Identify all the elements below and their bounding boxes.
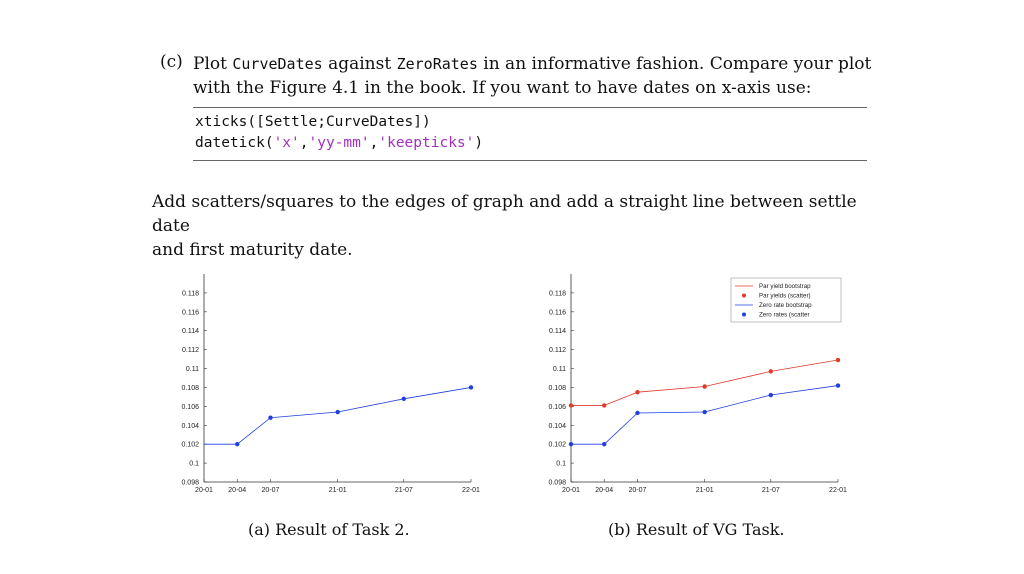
chart-a-x-tick-label: 20-01	[195, 487, 213, 494]
task-text: Plot CurveDates against ZeroRates in an …	[193, 52, 873, 100]
chart-b-series-0-point	[835, 357, 841, 363]
chart-a-series-0-point	[335, 409, 340, 415]
chart-b-legend-dot-swatch	[742, 293, 746, 298]
chart-b-series-0-line	[604, 359, 839, 406]
code-block: xticks([Settle;CurveDates]) datetick('x'…	[193, 107, 867, 161]
chart-b-series-1-point	[768, 392, 773, 398]
task-line-1-part-1: Plot	[193, 54, 233, 74]
chart-a-x-tick-label: 20-07	[262, 487, 280, 494]
chart-b-series-1-point	[635, 410, 640, 416]
chart-b-series-1-point	[568, 441, 574, 447]
chart-a-y-tick-label: 0.108	[181, 385, 199, 392]
code-curvedates: CurveDates	[232, 55, 323, 73]
code-comma-1: ,	[299, 135, 309, 151]
chart-b-x-tick-label: 20-04	[595, 487, 613, 494]
chart-b-y-tick-label: 0.102	[548, 442, 566, 449]
caption-a: (a) Result of Task 2.	[248, 520, 410, 539]
code-line-2-prefix: datetick(	[195, 135, 274, 151]
chart-a-y-tick-label: 0.112	[182, 347, 199, 354]
code-string-format: 'yy-mm'	[308, 135, 370, 151]
task-line-2: with the Figure 4.1 in the book. If you …	[193, 78, 812, 98]
chart-b-y-tick-label: 0.116	[549, 309, 566, 316]
chart-b-y-tick-label: 0.114	[549, 328, 566, 335]
chart-b-y-tick-label: 0.1	[556, 461, 566, 468]
chart-a-y-tick-label: 0.102	[181, 442, 199, 449]
chart-a-series-0-point	[401, 396, 406, 401]
chart-b-y-tick-label: 0.104	[548, 423, 566, 430]
chart-a-y-tick-label: 0.114	[182, 328, 199, 335]
chart-a-x-tick-label: 20-04	[228, 487, 246, 494]
caption-b: (b) Result of VG Task.	[608, 520, 785, 539]
chart-a-y-tick-label: 0.098	[181, 480, 199, 487]
chart-b-legend-dot-swatch	[742, 312, 746, 317]
chart-b-y-tick-label: 0.108	[548, 385, 566, 392]
chart-b-legend-label: Par yields (scatter)	[759, 293, 811, 300]
figure-a-chart: 0.098 0.1 0.102 0.104 0.106 0.108 0.11 0.112 0.1…	[181, 274, 480, 494]
chart-b-series-0-point	[702, 384, 707, 389]
chart-b-y-tick-label: 0.118	[549, 290, 566, 297]
chart-b-x-tick-label: 21-07	[762, 487, 780, 494]
chart-b-legend-box	[730, 277, 842, 323]
chart-b-series-0-point	[635, 389, 640, 395]
chart-b-y-tick-label: 0.11	[553, 366, 566, 373]
chart-a-y-tick-label: 0.104	[181, 423, 199, 430]
code-comma-2: ,	[369, 135, 379, 151]
chart-b-x-tick-label: 21-01	[696, 487, 714, 494]
chart-a-x-tick-label: 21-01	[329, 487, 347, 494]
code-line-1: xticks([Settle;CurveDates])	[195, 114, 431, 130]
chart-a-series-0-point	[235, 441, 240, 447]
code-line-2-suffix: )	[474, 135, 484, 151]
task-line-1-part-3: in an informative fashion. Compare your …	[477, 54, 872, 74]
instruction-paragraph: Add scatters/squares to the edges of gra…	[152, 190, 872, 262]
chart-b-y-tick-label: 0.106	[548, 404, 566, 411]
chart-b-x-tick-label: 22-01	[829, 487, 847, 494]
chart-a-y-tick-label: 0.106	[181, 404, 199, 411]
chart-b-y-tick-label: 0.112	[549, 347, 566, 354]
chart-a-series-0-point	[268, 415, 273, 420]
chart-a-y-tick-label: 0.11	[186, 366, 199, 373]
chart-b-series-1-line	[603, 385, 839, 445]
task-line-1-part-2: against	[322, 54, 397, 74]
figure-b-chart: 0.098 0.1 0.102 0.104 0.106 0.108 0.11 0.112 0.1…	[548, 274, 847, 494]
chart-a-x-tick-label: 21-07	[395, 487, 413, 494]
chart-b-series-1-point	[835, 383, 841, 388]
code-string-keepticks: 'keepticks'	[378, 135, 475, 151]
task-label: (c)	[160, 52, 183, 72]
chart-b-series-1-point	[602, 441, 607, 447]
chart-a-series-0-point	[468, 385, 474, 390]
chart-a-x-tick-label: 22-01	[462, 487, 480, 494]
chart-b-series-1-point	[702, 409, 707, 415]
paragraph-line-1: Add scatters/squares to the edges of gra…	[152, 192, 857, 236]
task-line-1: Plot CurveDates against ZeroRates in an …	[193, 52, 873, 76]
code-line-2: datetick('x','yy-mm','keepticks')	[195, 135, 483, 151]
chart-b-legend-label: Zero rates (scatter	[759, 312, 810, 319]
chart-b-legend-label: Par yield bootstrap	[759, 283, 811, 290]
chart-b-y-tick-label: 0.098	[548, 480, 566, 487]
chart-a-y-tick-label: 0.116	[182, 309, 199, 316]
chart-a-series-0-line	[236, 387, 472, 445]
paragraph-line-2: and first maturity date.	[152, 240, 353, 260]
chart-b-x-tick-label: 20-07	[629, 487, 647, 494]
chart-b-series-0-point	[602, 403, 607, 408]
code-zerorates: ZeroRates	[396, 55, 478, 73]
chart-b-series-0-point	[568, 403, 574, 408]
code-string-x: 'x'	[273, 135, 300, 151]
chart-a-y-tick-label: 0.118	[182, 290, 199, 297]
chart-b-legend-label: Zero rate bootstrap	[759, 302, 812, 309]
chart-b-x-tick-label: 20-01	[562, 487, 580, 494]
chart-a-y-tick-label: 0.1	[189, 461, 199, 468]
chart-b-series-0-point	[768, 369, 773, 374]
